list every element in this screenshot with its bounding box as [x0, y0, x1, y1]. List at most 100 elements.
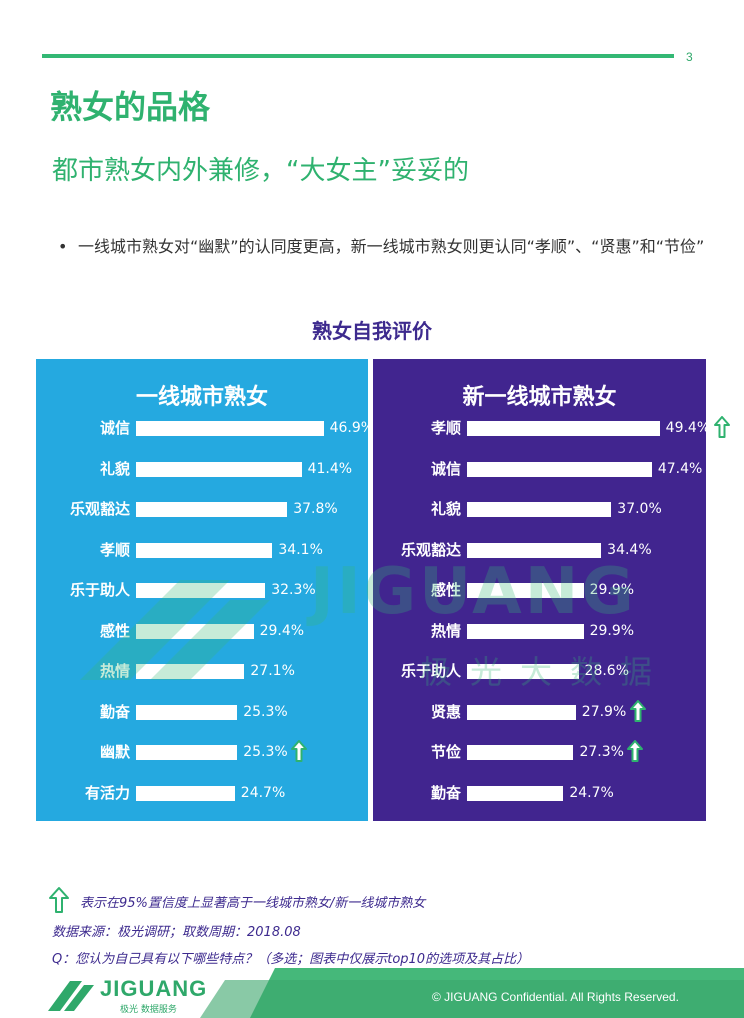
value-label: 25.3%	[243, 703, 288, 720]
value-label: 29.9%	[589, 582, 635, 598]
bar-row: 礼貌 37.0%	[373, 494, 706, 524]
value-label: 47.4%	[657, 460, 703, 477]
page-number: 3	[686, 50, 693, 64]
category-label-box: 乐观豁达	[36, 494, 130, 524]
bar-row: 乐于助人 32.3%	[36, 575, 368, 605]
value-label: 27.1%	[250, 663, 295, 679]
bar-row: 节俭 27.3%	[373, 737, 706, 767]
category-label: 节俭	[430, 743, 461, 761]
bar-row: 热情 29.9%	[373, 616, 706, 646]
bar	[136, 745, 238, 760]
bar-row: 乐观豁达 37.8%	[36, 494, 368, 524]
value-label: 37.0%	[617, 501, 662, 517]
category-label-box: 有活力	[36, 778, 130, 808]
category-label: 热情	[99, 662, 130, 680]
bar-row: 乐于助人 28.6%	[373, 656, 706, 686]
value-label: 24.7%	[240, 784, 286, 801]
significance-arrow-icon	[713, 416, 730, 438]
category-label-box: 感性	[373, 575, 461, 605]
bar	[467, 664, 579, 679]
category-label: 乐观豁达	[69, 500, 130, 518]
bullet-text: 一线城市熟女对“幽默”的认同度更高，新一线城市熟女则更认同“孝顺”、“贤惠”和“…	[78, 237, 705, 256]
bar	[136, 421, 324, 436]
category-label-box: 勤奋	[373, 778, 461, 808]
page-subtitle: 都市熟女内外兼修，“大女主”妥妥的	[52, 156, 469, 186]
footer-band	[200, 968, 744, 1018]
logo-text: JIGUANG	[100, 976, 208, 1001]
bar	[467, 502, 612, 517]
category-label-box: 诚信	[373, 454, 461, 484]
bar	[467, 461, 652, 477]
category-label-box: 诚信	[36, 413, 130, 443]
category-label-box: 乐于助人	[36, 575, 130, 605]
bar	[136, 583, 266, 598]
category-label-box: 乐观豁达	[373, 535, 461, 565]
value-label: 34.1%	[278, 541, 323, 558]
significance-arrow-icon	[49, 887, 69, 913]
bar	[467, 421, 660, 436]
bar-row: 有活力 24.7%	[36, 778, 368, 808]
panel-tier1: 一线城市熟女 诚信 46.9% 礼貌 41.4% 乐观豁达 37.8% 孝顺 34.1% 乐于助…	[36, 359, 374, 821]
bar-row: 乐观豁达 34.4%	[373, 535, 706, 565]
value-label: 28.6%	[584, 663, 630, 679]
category-label: 感性	[430, 581, 461, 599]
category-label: 孝顺	[430, 419, 461, 437]
value-label: 49.4%	[665, 420, 711, 436]
significance-arrow-icon	[291, 740, 308, 762]
panel-title: 新一线城市熟女	[462, 385, 617, 410]
bar	[136, 623, 254, 639]
category-label: 有活力	[84, 783, 130, 802]
significance-note: 表示在95%置信度上显著高于一线城市熟女/新一线城市熟女	[80, 896, 426, 911]
bar	[136, 664, 245, 679]
value-label: 29.4%	[259, 622, 305, 639]
bar	[467, 542, 602, 558]
bullet-marker: •	[58, 237, 68, 256]
category-label: 感性	[99, 621, 130, 640]
value-label: 24.7%	[569, 784, 614, 801]
bar-row: 礼貌 41.4%	[36, 454, 368, 484]
category-label-box: 感性	[36, 616, 130, 646]
survey-question: Q：您认为自己具有以下哪些特点？（多选；图表中仅展示top10的选项及其占比）	[52, 952, 530, 967]
bar-row: 孝顺 34.1%	[36, 535, 368, 565]
bar-row: 孝顺 49.4%	[373, 413, 730, 443]
bar	[136, 461, 302, 477]
bar	[136, 502, 288, 517]
significance-arrow-icon	[627, 740, 644, 762]
category-label: 诚信	[430, 459, 461, 478]
bar	[467, 745, 574, 760]
category-label-box: 乐于助人	[373, 656, 461, 686]
category-label-box: 热情	[373, 616, 461, 646]
category-label-box: 礼貌	[36, 454, 130, 484]
chart-title: 熟女自我评价	[312, 319, 432, 343]
category-label-box: 热情	[36, 656, 130, 686]
category-label-box: 节俭	[373, 737, 461, 767]
value-label: 46.9%	[329, 420, 375, 436]
category-label: 乐于助人	[69, 581, 130, 599]
bar-row: 勤奋 24.7%	[373, 778, 706, 808]
panel-new-tier1: 新一线城市熟女 孝顺 49.4% 诚信 47.4% 礼貌 37.0% 乐观豁达 34.4% 感性…	[373, 359, 730, 821]
value-label: 25.3%	[243, 744, 288, 760]
value-label: 34.4%	[607, 541, 652, 558]
jiguang-logo-icon	[48, 981, 94, 1011]
page-title: 熟女的品格	[50, 88, 211, 126]
value-label: 27.9%	[581, 703, 627, 720]
bar-row: 热情 27.1%	[36, 656, 368, 686]
category-label: 热情	[430, 621, 461, 640]
category-label-box: 勤奋	[36, 697, 130, 727]
category-label-box: 礼貌	[373, 494, 461, 524]
category-label-box: 孝顺	[373, 413, 461, 443]
category-label: 诚信	[99, 419, 130, 437]
bar-row: 感性 29.4%	[36, 616, 368, 646]
category-label-box: 孝顺	[36, 535, 130, 565]
value-label: 29.9%	[589, 622, 635, 639]
bar	[136, 704, 238, 720]
category-label: 礼貌	[99, 459, 130, 478]
category-label: 乐于助人	[400, 662, 461, 680]
bar	[136, 785, 235, 801]
value-label: 37.8%	[293, 501, 338, 517]
data-source: 数据来源：极光调研；取数周期：2018.08	[52, 925, 301, 940]
bar	[467, 704, 576, 720]
bar-row: 勤奋 25.3%	[36, 697, 368, 727]
category-label: 贤惠	[430, 702, 461, 721]
category-label: 孝顺	[99, 540, 130, 559]
